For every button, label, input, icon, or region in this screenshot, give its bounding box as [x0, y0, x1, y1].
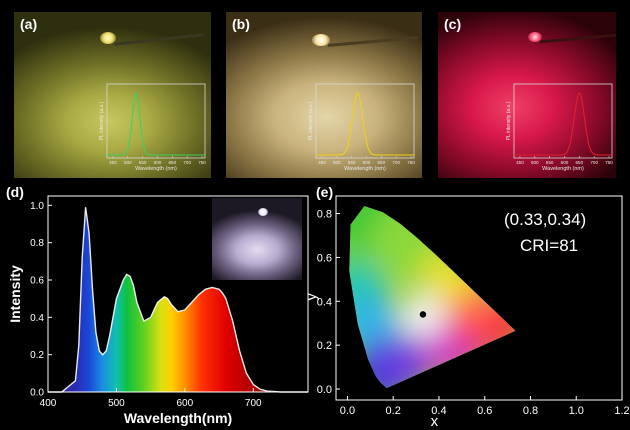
cie-y-tick-label: 0.8 — [317, 209, 332, 221]
led-glow-c — [528, 32, 542, 42]
inset-pl-curve-c — [514, 92, 612, 156]
inset-tick-label-c: 550 — [546, 160, 554, 165]
panel-label-d: (d) — [6, 184, 24, 200]
inset-tick-label-b: 750 — [407, 160, 415, 165]
inset-tick-label-b: 600 — [363, 160, 371, 165]
y-tick-label: 0.8 — [30, 238, 44, 249]
inset-tick-label-b: 500 — [333, 160, 341, 165]
inset-tick-label-c: 750 — [605, 160, 613, 165]
photo-inset-white-led — [212, 198, 302, 280]
y-tick-label: 0.0 — [30, 388, 44, 399]
x-tick-label: 600 — [176, 398, 193, 409]
cie-frame — [335, 195, 623, 401]
cie-x-axis-label: x — [431, 413, 439, 430]
panel-label-a: (a) — [20, 16, 38, 32]
y-tick-label: 1.0 — [30, 201, 44, 212]
cie-point — [419, 310, 427, 319]
inset-tick-label-a: 450 — [109, 160, 117, 165]
inset-xlabel-c: Wavelength (nm) — [542, 166, 584, 172]
inset-tick-label-a: 600 — [154, 160, 162, 165]
photo-panel-c — [438, 12, 616, 178]
y-tick-label: 0.2 — [30, 350, 44, 361]
cie-y-tick-label: 0.2 — [317, 340, 332, 352]
inset-b: 450 500 550 600 650 700 750 Wavelength (nm) PL i… — [308, 83, 415, 172]
cie-y-tick-label: 0.4 — [317, 296, 332, 308]
inset-ylabel-b: PL intensity (a.u.) — [308, 101, 314, 140]
cie-x-tick-label: 0.0 — [340, 405, 355, 417]
cie-x-tick-label: 1.2 — [614, 405, 629, 417]
cie-x-tick-label: 0.8 — [523, 405, 538, 417]
led-glow-b — [312, 34, 330, 46]
inset-tick-label-b: 450 — [318, 160, 326, 165]
inset-xlabel-a: Wavelength (nm) — [135, 166, 177, 172]
cie-y-tick-label: 0.6 — [317, 252, 332, 264]
y-axis-label: Intensity — [7, 265, 23, 323]
y-tick-label: 0.4 — [30, 313, 44, 324]
inset-tick-label-b: 700 — [392, 160, 400, 165]
cie-y-axis-label: y — [303, 293, 320, 301]
inset-ylabel-a: PL intensity (a.u.) — [99, 101, 105, 140]
cie-x-tick-label: 0.6 — [477, 405, 492, 417]
spectrum-area — [48, 207, 308, 392]
cie-color-blob — [453, 292, 494, 333]
inset-pl-curve-a — [107, 92, 205, 156]
x-axis-label: Wavelength(nm) — [124, 410, 232, 426]
cie-y-tick-label: 0.0 — [317, 384, 332, 396]
inset-frame-a — [106, 83, 206, 159]
inset-tick-label-c: 450 — [516, 160, 524, 165]
inset-tick-label-b: 650 — [377, 160, 385, 165]
inset-tick-label-c: 650 — [575, 160, 583, 165]
x-tick-label: 500 — [108, 398, 125, 409]
led-glow-a — [100, 32, 116, 44]
panel-label-e: (e) — [316, 184, 334, 200]
inset-tick-label-a: 550 — [139, 160, 147, 165]
inset-ylabel-c: PL intensity (a.u.) — [506, 101, 512, 140]
inset-c: 450 500 550 600 650 700 750 Wavelength (nm) PL i… — [506, 83, 613, 172]
inset-tick-label-a: 500 — [124, 160, 132, 165]
inset-tick-label-c: 600 — [561, 160, 569, 165]
led-glow-d — [258, 208, 268, 216]
x-tick-label: 700 — [245, 398, 262, 409]
cie-coordinate-annotation: (0.33,0.34) — [504, 210, 587, 229]
inset-tick-label-c: 700 — [590, 160, 598, 165]
inset-xlabel-b: Wavelength (nm) — [344, 166, 386, 172]
spectrum-line — [48, 207, 308, 393]
x-tick-label: 400 — [40, 398, 57, 409]
inset-a: 450 500 550 600 650 700 750 Wavelength (nm) PL i… — [99, 83, 206, 172]
cie-x-tick-label: 0.2 — [386, 405, 401, 417]
y-tick-label: 0.6 — [30, 276, 44, 287]
photo-panel-b — [226, 12, 422, 178]
inset-frame-c — [513, 83, 613, 159]
photo-panel-a — [14, 12, 211, 178]
inset-tick-label-b: 550 — [348, 160, 356, 165]
inset-tick-label-a: 700 — [183, 160, 191, 165]
panel-label-c: (c) — [444, 16, 462, 32]
inset-tick-label-c: 500 — [531, 160, 539, 165]
inset-frame-b — [315, 83, 415, 159]
cie-x-tick-label: 0.4 — [431, 405, 446, 417]
spectrum-frame — [47, 195, 309, 393]
inset-pl-curve-b — [316, 92, 414, 156]
panel-label-b: (b) — [232, 16, 250, 32]
inset-tick-label-a: 750 — [198, 160, 206, 165]
cri-annotation: CRI=81 — [520, 236, 579, 255]
cie-x-tick-label: 1.0 — [569, 405, 584, 417]
inset-tick-label-a: 650 — [168, 160, 176, 165]
